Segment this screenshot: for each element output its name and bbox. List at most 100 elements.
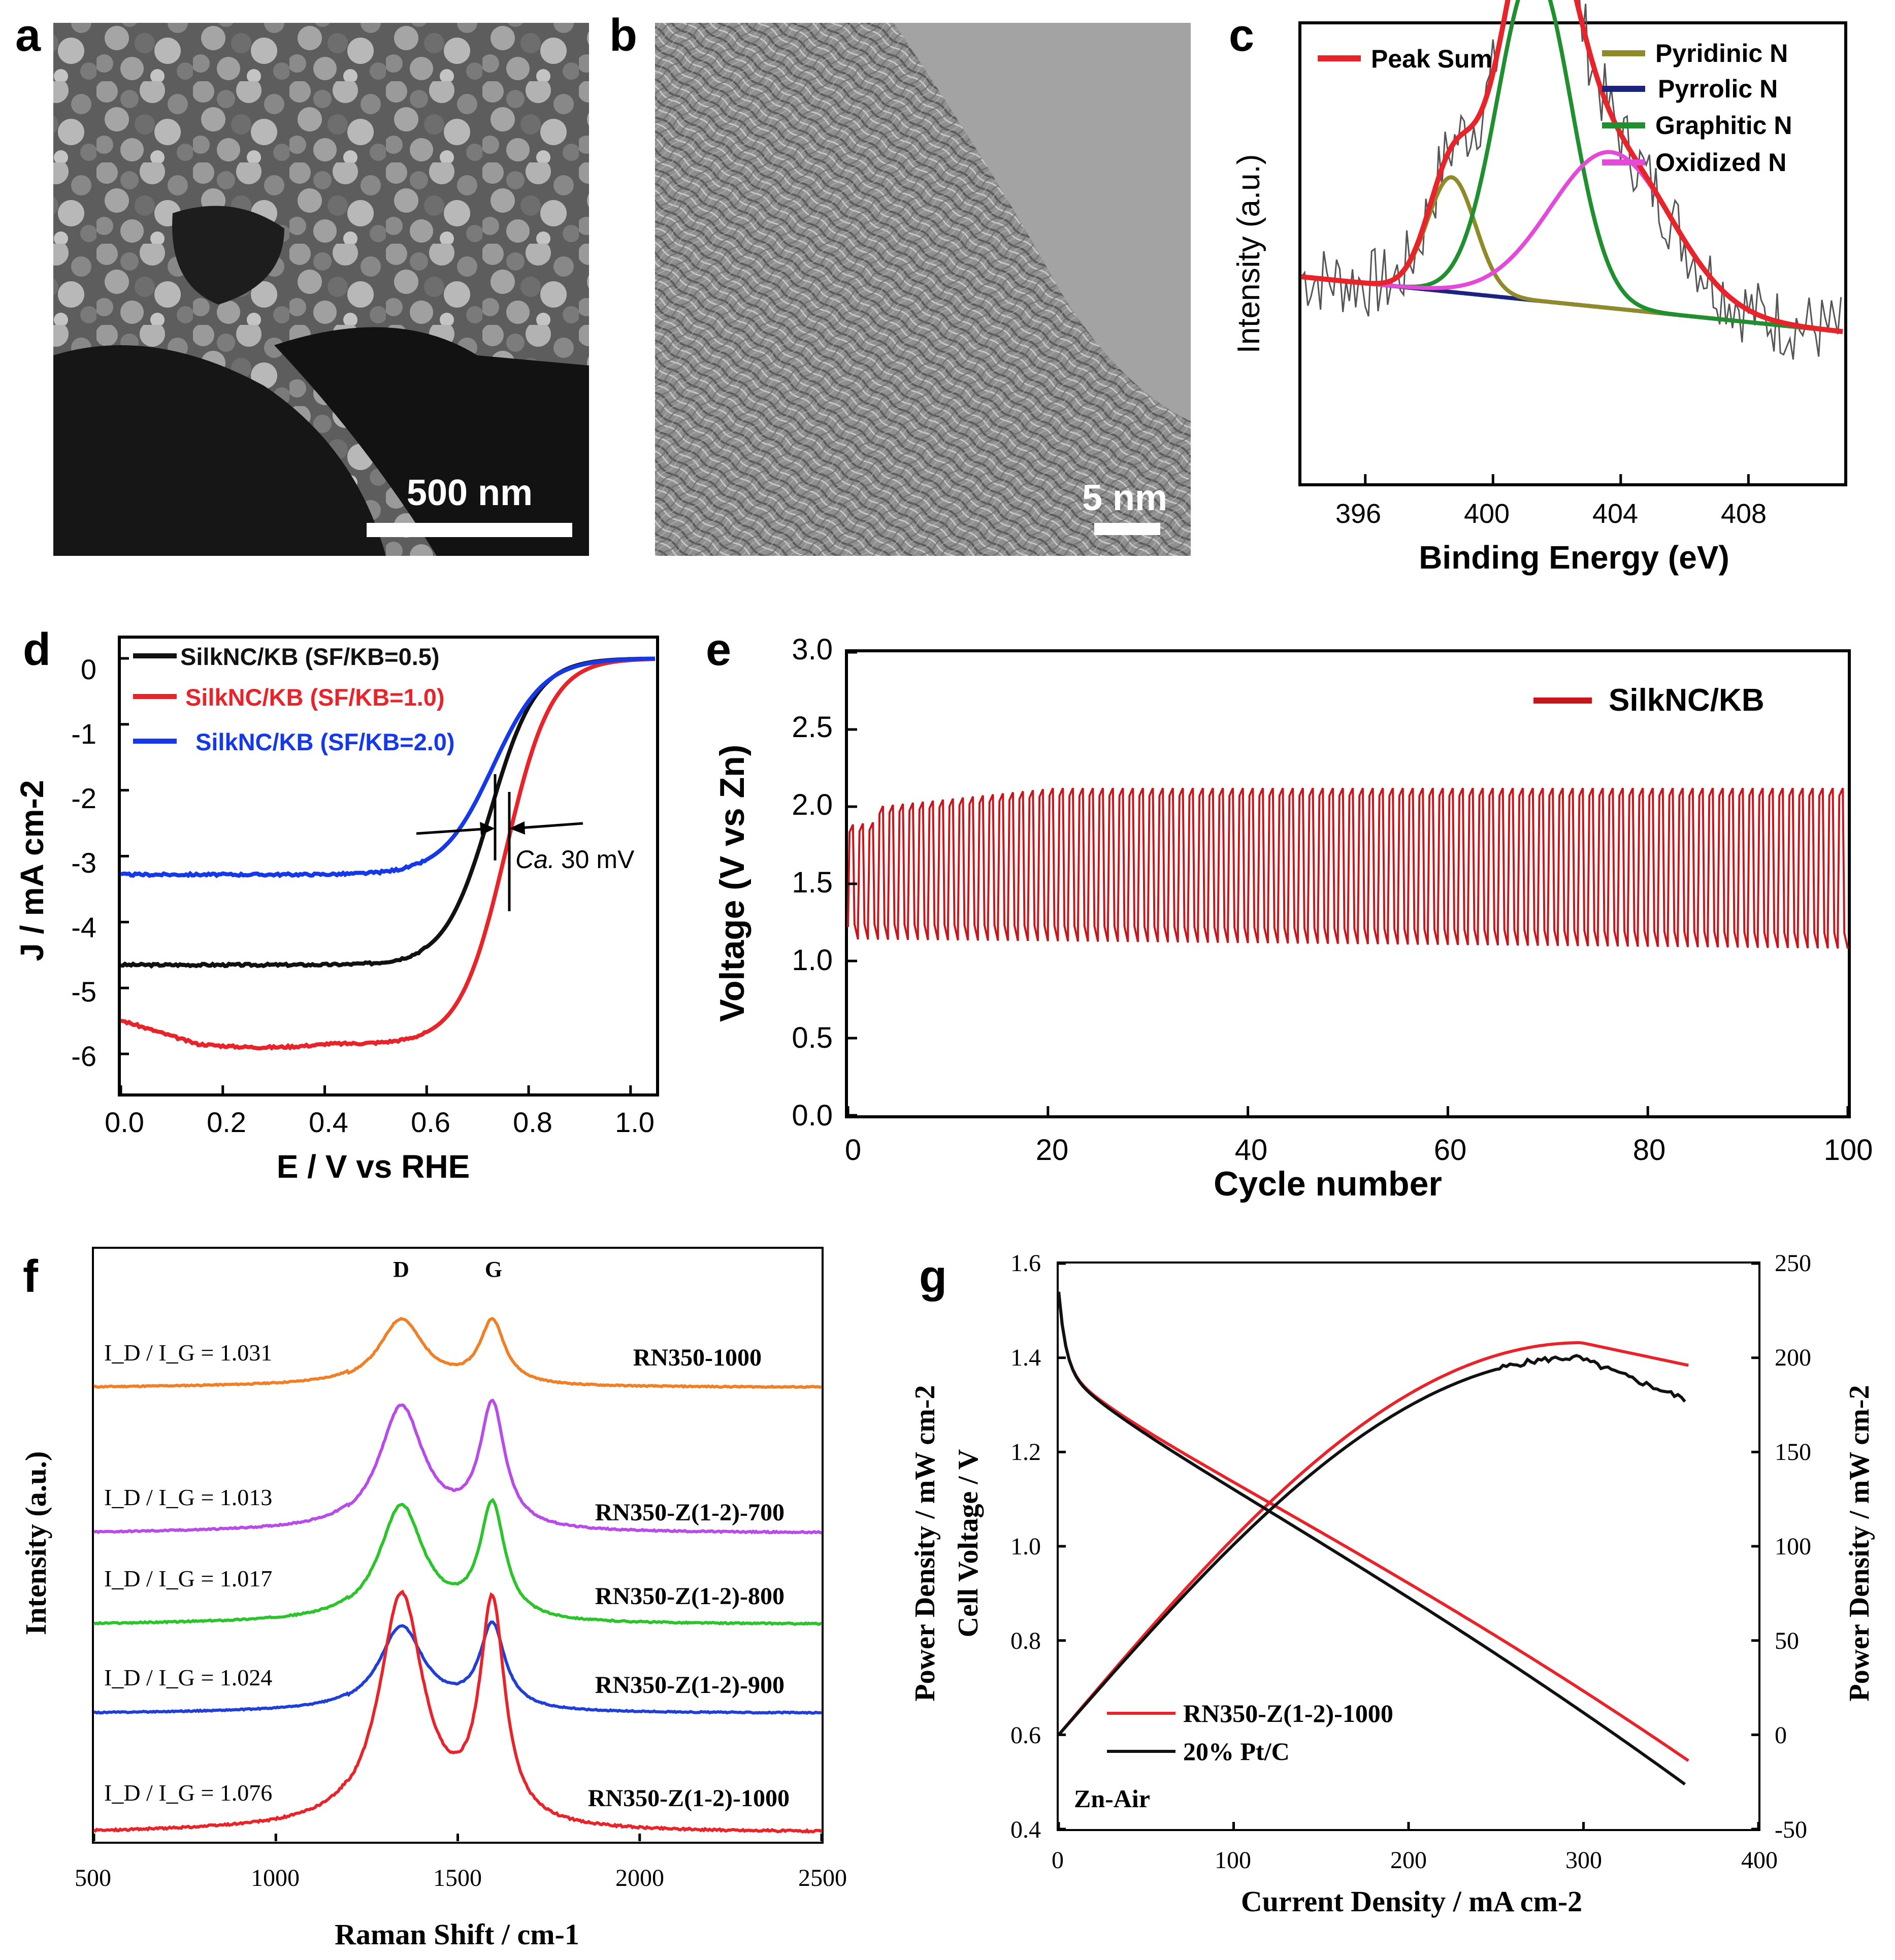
c-line-pyridinic-n [1301, 175, 1843, 334]
f-series-label-1: RN350-Z(1-2)-700 [595, 1499, 785, 1526]
g-y-ticks: 0.4 0.6 0.8 1.0 1.2 1.4 1.6 [1010, 1250, 1041, 1843]
g-xtick: 300 [1565, 1847, 1602, 1874]
d-annotation-label: Ca. 30 mV [515, 845, 635, 874]
d-ytick: -4 [71, 911, 96, 943]
e-xtick: 80 [1633, 1134, 1666, 1167]
g-y2tick: 100 [1775, 1533, 1811, 1560]
g-xtick: 100 [1215, 1847, 1251, 1874]
c-legend-label-pyridinic: Pyridinic N [1655, 39, 1788, 68]
g-ytick: 1.4 [1010, 1344, 1041, 1371]
c-x-axis-label: Binding Energy (eV) [1419, 539, 1729, 576]
f-xtick: 2000 [615, 1865, 664, 1891]
e-ytick: 0.5 [792, 1021, 833, 1054]
c-legend-label-oxidized: Oxidized N [1655, 148, 1786, 177]
d-ytick: -2 [71, 782, 96, 814]
f-ratio-label-4: I_D / I_G = 1.076 [104, 1780, 272, 1806]
g-voltage-line-1 [1057, 1291, 1686, 1786]
f-x-axis-label: Raman Shift / cm-1 [335, 1918, 579, 1951]
d-annotation-arrowhead-left [480, 822, 495, 835]
g-y2tick: 250 [1775, 1250, 1811, 1277]
g-y2-axis-label: Power Density / mW cm-2 [1844, 1385, 1875, 1701]
panel-letter-b: b [609, 10, 637, 61]
d-y-ticks: 0 -1 -2 -3 -4 -5 -6 [71, 653, 96, 1072]
g-ytick: 1.0 [1010, 1533, 1041, 1560]
panel-a-sem: 500 nm [53, 23, 589, 556]
f-xtick: 1000 [251, 1865, 300, 1891]
e-xtick: 20 [1036, 1134, 1069, 1167]
sem-dark-region-2 [172, 206, 284, 305]
e-legend-label: SilkNC/KB [1609, 683, 1765, 718]
e-y-ticks: 0.0 0.5 1.0 1.5 2.0 2.5 3.0 [792, 633, 833, 1132]
g-power-line-1 [1057, 1354, 1686, 1736]
d-xtick: 1.0 [615, 1106, 655, 1138]
f-ratio-label-2: I_D / I_G = 1.017 [104, 1566, 272, 1591]
g-plot-area [1057, 1262, 1760, 1831]
tem-vacuum-region [894, 23, 1191, 421]
g-y2tick: 150 [1775, 1439, 1811, 1466]
c-legend-label-peak-sum: Peak Sum [1371, 45, 1492, 73]
f-peak-label-d: D [393, 1257, 409, 1282]
g-legend: RN350-Z(1-2)-1000 20% Pt/C [1107, 1699, 1393, 1766]
f-series-label-0: RN350-1000 [633, 1344, 762, 1371]
e-xtick: 0 [845, 1134, 861, 1167]
d-xtick: 0.2 [207, 1106, 246, 1138]
e-xtick: 40 [1235, 1134, 1268, 1167]
d-line-1 [120, 657, 656, 1051]
panel-e-chart: 0.0 0.5 1.0 1.5 2.0 2.5 3.0 0 20 40 60 8… [713, 633, 1873, 1203]
f-y-axis-label: Intensity (a.u.) [19, 1451, 52, 1636]
d-annotation-ca: Ca. [515, 845, 555, 874]
panel-letter-c: c [1229, 10, 1254, 61]
sem-dark-region-3 [274, 327, 589, 556]
d-annotation-arrow-left [416, 827, 492, 835]
c-x-ticks: 396 400 404 408 [1335, 499, 1767, 529]
c-xtick: 408 [1721, 499, 1767, 529]
g-legend-label-1: 20% Pt/C [1183, 1737, 1290, 1766]
g-ytick: 1.2 [1010, 1439, 1041, 1466]
g-box-label: Zn-Air [1074, 1784, 1150, 1813]
c-legend-label-pyrrolic: Pyrrolic N [1658, 75, 1778, 103]
g-y2tick: 200 [1775, 1344, 1811, 1371]
panel-letter-d: d [23, 624, 51, 675]
e-xtick: 100 [1824, 1134, 1873, 1167]
f-series-label-3: RN350-Z(1-2)-900 [595, 1672, 785, 1699]
g-y2tick: 0 [1775, 1722, 1787, 1749]
panel-letter-g: g [919, 1251, 947, 1302]
g-y-axis-label-voltage: Cell Voltage / V [953, 1449, 984, 1638]
d-legend-label-2: SilkNC/KB (SF/KB=2.0) [195, 728, 455, 755]
e-ytick: 2.5 [792, 711, 833, 744]
c-plot-frame [1298, 21, 1847, 486]
g-ytick: 0.6 [1010, 1722, 1041, 1749]
d-x-axis-label: E / V vs RHE [277, 1148, 470, 1185]
panel-g-chart: 0.4 0.6 0.8 1.0 1.2 1.4 1.6 -50 0 50 100… [909, 1250, 1875, 1918]
panel-b-tem: 5 nm [655, 23, 1191, 556]
f-xtick: 2500 [798, 1865, 847, 1891]
g-power-line-0 [1057, 1341, 1689, 1736]
e-ytick: 0.0 [792, 1099, 833, 1132]
d-ytick: -6 [71, 1040, 96, 1072]
d-ytick: -1 [71, 718, 96, 750]
sem-dark-region [53, 345, 386, 556]
d-xtick: 0.6 [411, 1106, 450, 1138]
f-plot-area [92, 1317, 823, 1841]
panel-letter-e: e [706, 624, 731, 675]
f-line-3 [93, 1620, 822, 1715]
panel-c-chart: 396 400 404 408 Binding Energy (eV) Inte… [1231, 0, 1847, 576]
f-line-2 [93, 1498, 823, 1626]
g-plot-frame [1057, 1261, 1760, 1831]
scalebar-a [367, 523, 572, 537]
g-xtick: 400 [1741, 1847, 1778, 1874]
e-ytick: 1.0 [792, 944, 833, 977]
e-ytick: 2.0 [792, 788, 833, 821]
d-ytick: 0 [81, 653, 96, 685]
f-plot-frame [92, 1247, 824, 1844]
f-series-label-2: RN350-Z(1-2)-800 [595, 1583, 785, 1610]
d-xtick: 0.4 [309, 1106, 348, 1138]
panel-letter-a: a [15, 10, 41, 61]
g-legend-label-0: RN350-Z(1-2)-1000 [1183, 1699, 1393, 1728]
g-ytick: 1.6 [1010, 1250, 1041, 1277]
g-x-ticks: 0 100 200 300 400 [1052, 1847, 1778, 1874]
f-peak-label-g: G [485, 1257, 502, 1282]
e-plot-area [846, 651, 1849, 1117]
e-line-silknc-kb [847, 787, 1849, 949]
